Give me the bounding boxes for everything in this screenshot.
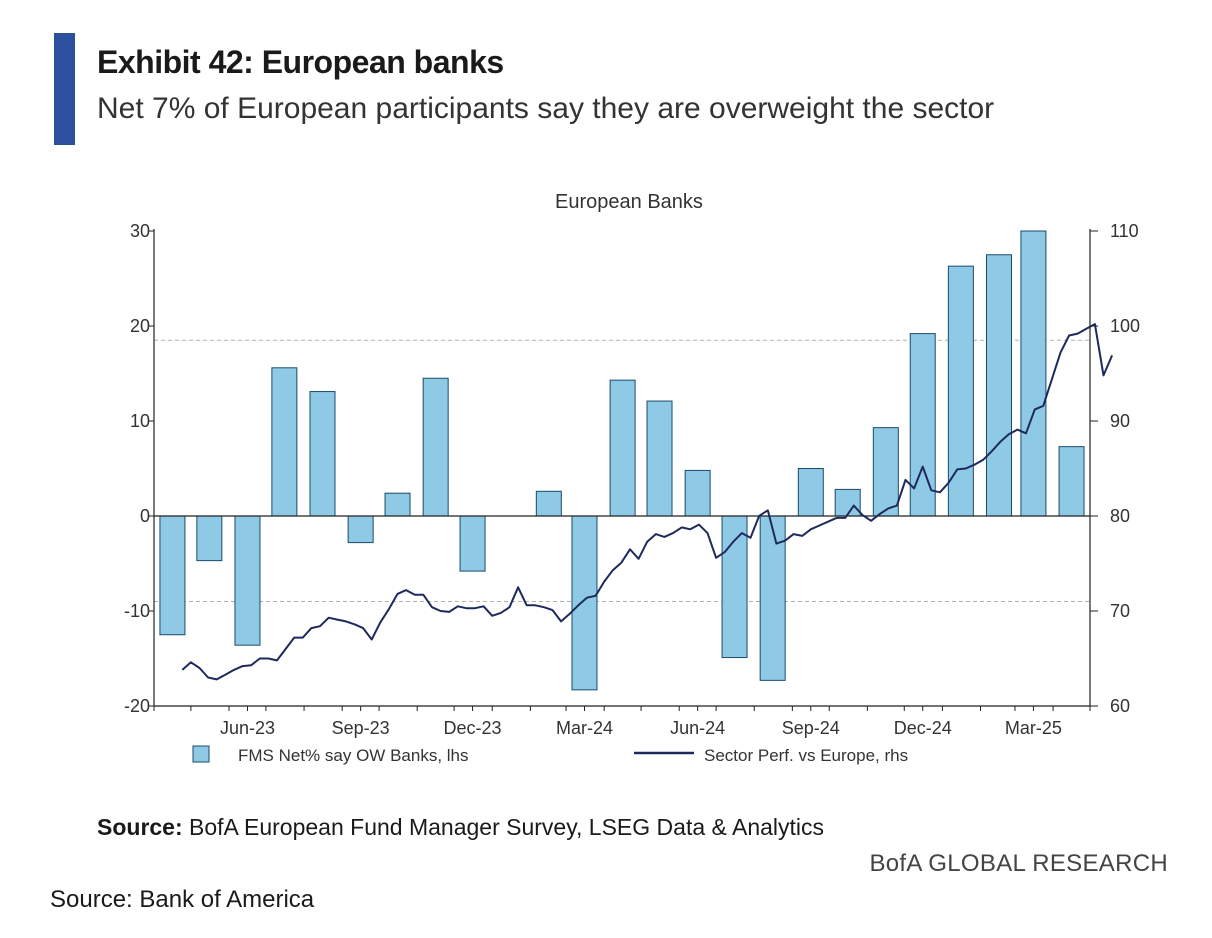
x-tick-label: Jun-23 — [220, 718, 275, 738]
bar — [571, 515, 598, 691]
right-tick-label: 100 — [1110, 316, 1140, 336]
bar — [309, 391, 336, 517]
left-tick-label: 0 — [140, 506, 150, 526]
bar — [347, 515, 374, 544]
bar — [1058, 446, 1085, 517]
legend-bars-label: FMS Net% say OW Banks, lhs — [238, 746, 469, 765]
left-tick-label: 20 — [130, 316, 150, 336]
bar — [797, 468, 824, 517]
source-line: Source: BofA European Fund Manager Surve… — [97, 814, 824, 841]
x-tick-label: Dec-24 — [894, 718, 952, 738]
x-tick-label: Mar-25 — [1005, 718, 1062, 738]
right-tick-label: 60 — [1110, 696, 1130, 716]
left-tick-label: 30 — [130, 221, 150, 241]
bar — [271, 367, 298, 517]
bottom-source: Source: Bank of America — [50, 886, 315, 913]
bar — [1020, 230, 1047, 517]
bar — [947, 265, 974, 517]
exhibit-title: Exhibit 42: European banks — [97, 44, 504, 80]
source-label: Source: — [97, 814, 183, 840]
right-tick-label: 80 — [1110, 506, 1130, 526]
bar — [721, 515, 748, 659]
right-tick-label: 110 — [1110, 221, 1139, 241]
bar — [834, 488, 861, 517]
x-tick-label: Dec-23 — [444, 718, 502, 738]
bar — [384, 492, 411, 517]
bar — [459, 515, 486, 572]
source-text: BofA European Fund Manager Survey, LSEG … — [189, 814, 825, 840]
bar — [684, 469, 711, 517]
bar — [234, 515, 261, 646]
european-banks-chart: European Banks -20 -10 0 10 20 30 60 70 80 90 100 1… — [124, 191, 1140, 765]
legend-line-label: Sector Perf. vs Europe, rhs — [704, 746, 908, 765]
bar — [159, 515, 186, 636]
bar — [985, 254, 1012, 517]
left-tick-label: -20 — [124, 696, 150, 716]
right-tick-label: 70 — [1110, 601, 1130, 621]
chart-title: European Banks — [555, 191, 703, 213]
bar — [196, 515, 223, 562]
bar — [422, 377, 449, 517]
sector-perf-line — [181, 323, 1114, 681]
bar — [646, 400, 673, 517]
left-tick-label: -10 — [124, 601, 150, 621]
bar — [535, 490, 562, 517]
x-tick-label: Sep-24 — [782, 718, 840, 738]
bar — [759, 515, 786, 681]
bar — [609, 379, 636, 517]
exhibit-subtitle: Net 7% of European participants say they… — [97, 92, 995, 125]
right-tick-label: 90 — [1110, 411, 1130, 431]
x-tick-label: Sep-23 — [332, 718, 390, 738]
bar — [872, 427, 899, 517]
left-tick-label: 10 — [130, 411, 150, 431]
legend-bars-swatch — [192, 745, 210, 763]
x-tick-label: Jun-24 — [670, 718, 725, 738]
x-tick-label: Mar-24 — [556, 718, 613, 738]
brand-label: BofA GLOBAL RESEARCH — [869, 850, 1168, 877]
exhibit-accent-bar — [54, 33, 75, 145]
